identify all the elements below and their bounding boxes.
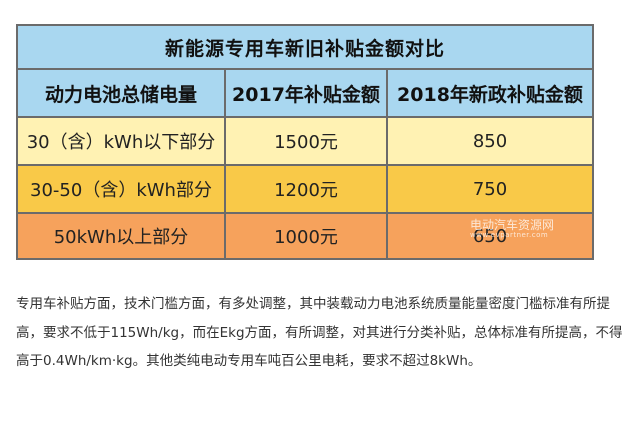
subsidy-2018-cell: 650 (472, 225, 508, 247)
subsidy-2017-cell: 1200元 (226, 166, 388, 212)
table-row: 50kWh以上部分 1000元 650 (18, 214, 592, 258)
capacity-cell: 50kWh以上部分 (18, 214, 226, 258)
subsidy-2018-cell: 850 (472, 130, 508, 152)
article-paragraph: 专用车补贴方面，技术门槛方面，有多处调整，其中装载动力电池系统质量能量密度门槛标… (16, 296, 623, 369)
table-title: 新能源专用车新旧补贴金额对比 (164, 37, 445, 60)
header-capacity: 动力电池总储电量 (18, 70, 226, 116)
table-row: 30-50（含）kWh部分 1200元 750 (18, 166, 592, 214)
table-header-row: 动力电池总储电量 2017年补贴金额 2018年新政补贴金额 (18, 70, 592, 118)
capacity-cell: 30（含）kWh以下部分 (18, 118, 226, 164)
subsidy-2017-cell: 1500元 (226, 118, 388, 164)
subsidy-comparison-table: 新能源专用车新旧补贴金额对比 动力电池总储电量 2017年补贴金额 2018年新… (16, 24, 594, 260)
table-row: 30（含）kWh以下部分 1500元 850 (18, 118, 592, 166)
header-subsidy-2018: 2018年新政补贴金额 (397, 83, 583, 106)
subsidy-2018-cell: 750 (472, 178, 508, 200)
subsidy-2017-cell: 1000元 (226, 214, 388, 258)
capacity-cell: 30-50（含）kWh部分 (18, 166, 226, 212)
header-subsidy-2017: 2017年补贴金额 (226, 70, 388, 116)
table-title-row: 新能源专用车新旧补贴金额对比 (18, 26, 592, 70)
